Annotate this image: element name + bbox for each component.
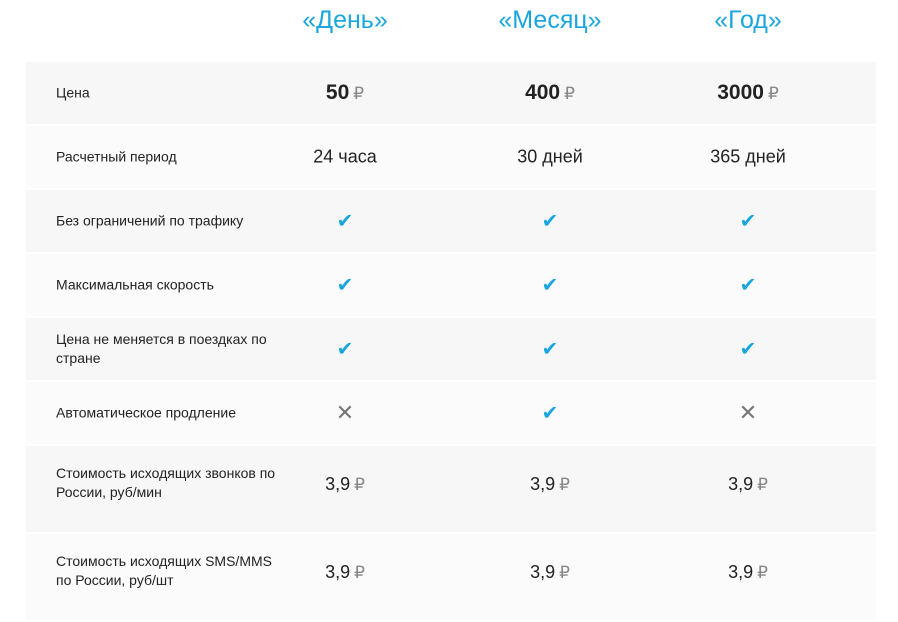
check-icon: ✔ — [541, 274, 559, 297]
ruble-sign: ₽ — [564, 84, 575, 103]
table-row: Стоимость исходящих звонков по России, р… — [26, 446, 876, 532]
table-row: Цена не меняется в поездках по стране ✔ ✔ ✔ — [26, 318, 876, 380]
value: 3,9 — [325, 562, 351, 582]
ruble-sign: ₽ — [559, 475, 570, 494]
cell-value: 50 ₽ — [326, 81, 364, 105]
row-label: Стоимость исходящих звонков по России, р… — [56, 465, 276, 500]
cross-icon: ✕ — [335, 400, 355, 425]
ruble-sign: ₽ — [767, 84, 779, 103]
ruble-sign: ₽ — [353, 84, 365, 103]
ruble-sign: ₽ — [757, 563, 768, 582]
value: 3000 — [717, 81, 764, 104]
table-row: Без ограничений по трафику ✔ ✔ ✔ — [26, 190, 876, 252]
check-icon: ✔ — [541, 402, 559, 425]
check-icon: ✔ — [336, 338, 354, 361]
check-icon: ✔ — [739, 210, 757, 233]
value: 24 часа — [313, 146, 377, 167]
value: 50 — [325, 81, 350, 104]
ruble-sign: ₽ — [354, 563, 365, 582]
table-row: Цена 50 ₽400 ₽3000 ₽ — [26, 62, 876, 124]
table-row: Максимальная скорость ✔ ✔ ✔ — [26, 254, 876, 316]
value: 365 дней — [710, 146, 786, 167]
check-icon: ✔ — [739, 338, 757, 361]
table-row: Стоимость исходящих SMS/MMS по России, р… — [26, 534, 876, 620]
check-icon: ✔ — [541, 338, 559, 361]
row-label: Автоматическое продление — [56, 404, 236, 421]
value: 3,9 — [728, 474, 754, 494]
value: 3,9 — [728, 562, 754, 582]
cell-value: 3,9 ₽ — [530, 562, 570, 583]
cell-value: 3,9 ₽ — [325, 562, 365, 583]
row-label: Максимальная скорость — [56, 276, 214, 293]
plan-header: «День» — [302, 6, 388, 34]
value: 30 дней — [517, 146, 583, 167]
row-label: Стоимость исходящих SMS/MMS по России, р… — [56, 553, 272, 588]
check-icon: ✔ — [336, 210, 354, 233]
tariff-comparison-table: Цена 50 ₽400 ₽3000 ₽ Расчетный период 24 часа 3… — [26, 62, 876, 622]
value: 3,9 — [325, 474, 351, 494]
cell-value: 24 часа — [313, 147, 376, 168]
ruble-sign: ₽ — [757, 475, 768, 494]
table-row: Расчетный период 24 часа 30 дней 365 дней — [26, 126, 876, 188]
table-row: Автоматическое продление ✕ ✔ ✕ — [26, 382, 876, 444]
cell-value: 3,9 ₽ — [728, 562, 768, 583]
row-label: Цена не меняется в поездках по стране — [56, 331, 267, 366]
value: 3,9 — [530, 474, 556, 494]
cell-value: 3,9 ₽ — [325, 474, 365, 495]
plan-header: «Месяц» — [498, 6, 602, 34]
cross-icon: ✕ — [738, 400, 758, 425]
cell-value: 3000 ₽ — [717, 81, 779, 105]
row-label: Цена — [56, 84, 90, 101]
row-label: Без ограничений по трафику — [56, 212, 244, 229]
plan-header: «Год» — [714, 6, 782, 34]
check-icon: ✔ — [739, 274, 757, 297]
ruble-sign: ₽ — [559, 563, 570, 582]
check-icon: ✔ — [336, 274, 354, 297]
plan-headers: «День» «Месяц» «Год» — [0, 6, 898, 46]
cell-value: 3,9 ₽ — [530, 474, 570, 495]
cell-value: 3,9 ₽ — [728, 474, 768, 495]
value: 400 — [525, 81, 561, 104]
value: 3,9 — [530, 562, 556, 582]
cell-value: 400 ₽ — [525, 81, 575, 105]
check-icon: ✔ — [541, 210, 559, 233]
row-label: Расчетный период — [56, 148, 177, 165]
cell-value: 365 дней — [710, 147, 786, 168]
ruble-sign: ₽ — [354, 475, 365, 494]
cell-value: 30 дней — [517, 147, 583, 168]
